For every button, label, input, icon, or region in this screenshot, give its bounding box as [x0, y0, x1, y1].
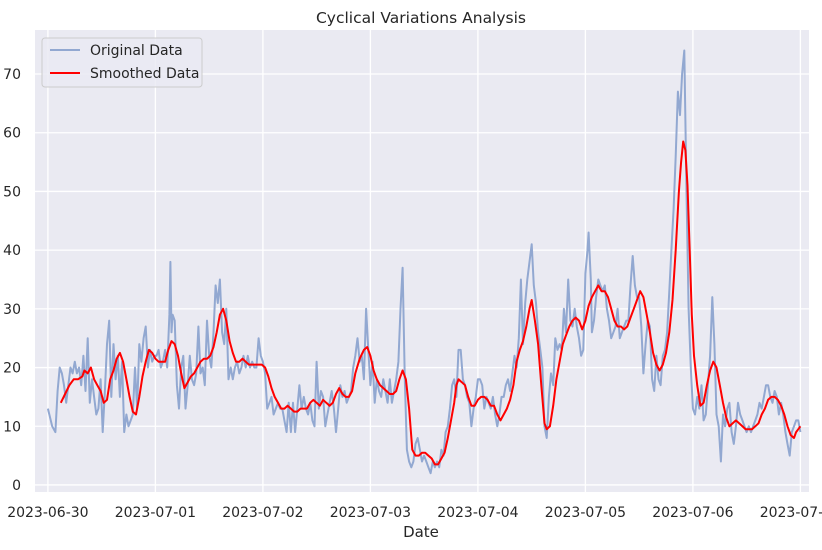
- series-original-data: [46, 49, 802, 475]
- x-axis-label: Date: [403, 523, 439, 541]
- x-tick-label: 2023-07-01: [115, 505, 196, 521]
- y-tick-label: 40: [3, 243, 21, 259]
- y-tick-label: 10: [3, 419, 21, 435]
- x-tick-label: 2023-07-02: [222, 505, 303, 521]
- grid-lines: [35, 30, 809, 492]
- legend-box: [41, 37, 203, 88]
- x-tick-labels: 2023-06-30 2023-07-01 2023-07-02 2023-07-03…: [7, 505, 822, 521]
- x-tick-label: 2023-07-06: [652, 505, 733, 521]
- y-tick-label: 30: [3, 302, 21, 318]
- y-tick-labels: 0 10 20 30 40 50 60 70: [3, 67, 21, 494]
- x-tick-label: 2023-06-30: [7, 505, 88, 521]
- y-tick-label: 60: [3, 126, 21, 142]
- series-layer: [46, 49, 802, 475]
- legend-label-smoothed: Smoothed Data: [90, 66, 199, 82]
- x-tick-label: 2023-07-04: [437, 505, 518, 521]
- legend-label-original: Original Data: [90, 43, 183, 59]
- x-tick-label: 2023-07-07: [760, 505, 822, 521]
- x-tick-label: 2023-07-03: [330, 505, 411, 521]
- y-tick-label: 20: [3, 361, 21, 377]
- legend: Original Data Smoothed Data: [41, 37, 203, 88]
- y-tick-label: 0: [12, 478, 21, 494]
- series-smoothed-data: [59, 140, 802, 466]
- y-tick-label: 50: [3, 184, 21, 200]
- x-tick-label: 2023-07-05: [545, 505, 626, 521]
- y-tick-label: 70: [3, 67, 21, 83]
- chart-title: Cyclical Variations Analysis: [316, 9, 526, 27]
